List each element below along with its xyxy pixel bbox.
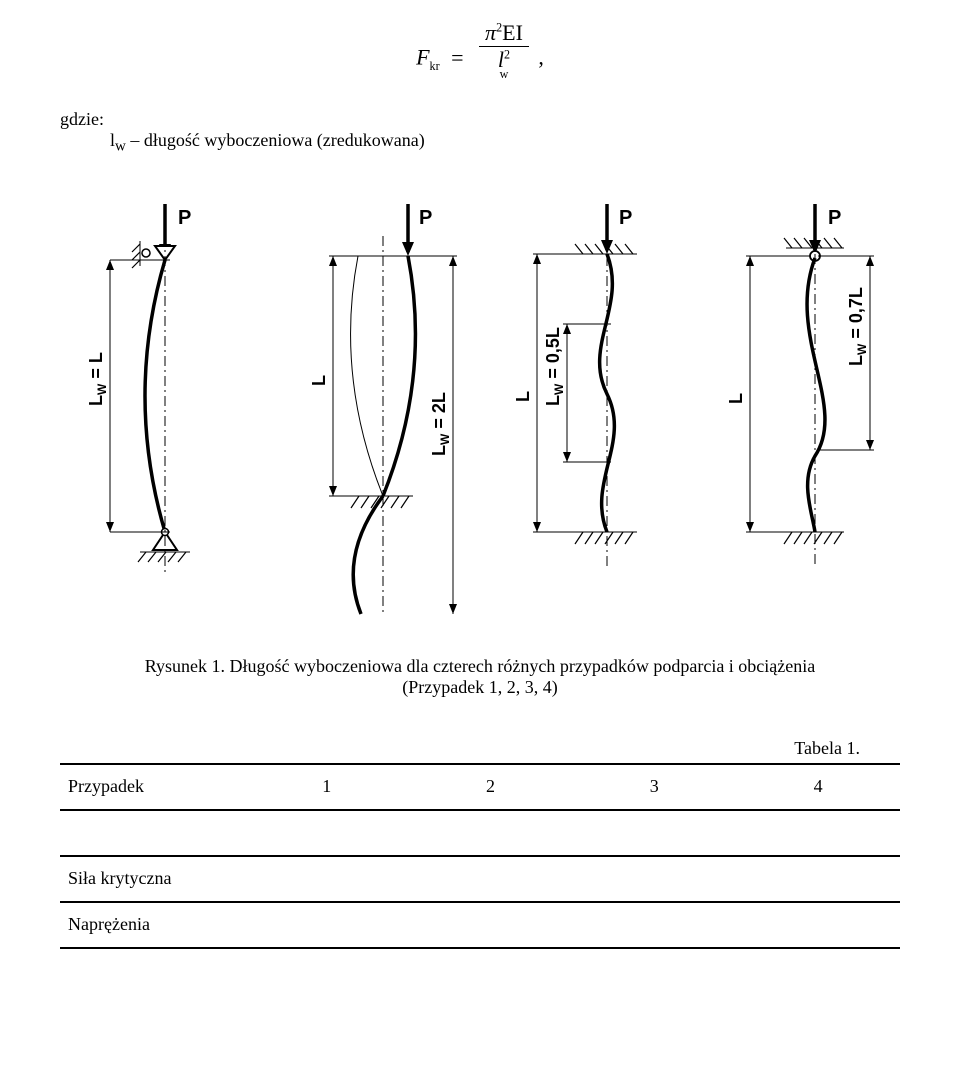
diagram-case-3: P L	[497, 196, 677, 616]
figure-number: Rysunek 1.	[145, 656, 225, 676]
header-case: Przypadek	[60, 764, 245, 810]
row-stress-label: Naprężenia	[60, 902, 245, 948]
row-force-label: Siła krytyczna	[60, 856, 245, 902]
formula-EI: EI	[502, 20, 523, 45]
diagram-case-1: P LW = L	[70, 196, 250, 616]
where-label: gdzie:	[60, 109, 900, 130]
formula-l-sub: w	[500, 67, 509, 81]
header-1: 1	[245, 764, 409, 810]
where-rest: – długość wyboczeniowa (zredukowana)	[126, 130, 425, 150]
l-label-3: L	[513, 391, 533, 402]
table-stress-row: Naprężenia	[60, 902, 900, 948]
table-label: Tabela 1.	[60, 738, 860, 759]
diagram-row: P LW = L	[70, 196, 890, 616]
table-header-row: Przypadek 1 2 3 4	[60, 764, 900, 810]
header-3: 3	[572, 764, 736, 810]
header-2: 2	[409, 764, 573, 810]
where-definition: lw – długość wyboczeniowa (zredukowana)	[110, 130, 900, 156]
formula-F: F	[416, 45, 429, 70]
euler-formula: Fkr = π2EI l2w ,	[60, 20, 900, 99]
p-label-2: P	[419, 207, 432, 229]
lw-label-1: LW = L	[86, 352, 109, 406]
header-4: 4	[736, 764, 900, 810]
figure-caption: Rysunek 1. Długość wyboczeniowa dla czte…	[140, 656, 820, 698]
cases-table: Przypadek 1 2 3 4 Siła krytyczna Napręże…	[60, 763, 900, 949]
p-label-1: P	[178, 207, 191, 229]
figure-text: Długość wyboczeniowa dla czterech różnyc…	[225, 656, 815, 697]
lw-label-4: LW = 0,7L	[846, 287, 869, 366]
formula-fraction: π2EI l2w	[479, 20, 529, 99]
lw-label-3: LW = 0,5L	[543, 327, 566, 406]
formula-pi: π	[485, 20, 496, 45]
p-label-3: P	[619, 207, 632, 229]
table-force-row: Siła krytyczna	[60, 856, 900, 902]
formula-l-sup: 2	[504, 48, 510, 62]
formula-equals: =	[451, 45, 463, 70]
p-label-4: P	[828, 207, 841, 229]
formula-F-sub: kr	[430, 59, 440, 73]
l-label-4: L	[726, 393, 746, 404]
l-label-2: L	[309, 375, 329, 386]
diagram-case-4: P L	[710, 196, 890, 616]
where-block: gdzie: lw – długość wyboczeniowa (zreduk…	[60, 109, 900, 156]
lw-label-2: LW = 2L	[429, 392, 452, 456]
table-empty-row	[60, 810, 900, 856]
formula-comma: ,	[538, 45, 544, 70]
diagram-case-2: P L	[283, 196, 463, 616]
where-lw-sub: w	[115, 139, 126, 155]
